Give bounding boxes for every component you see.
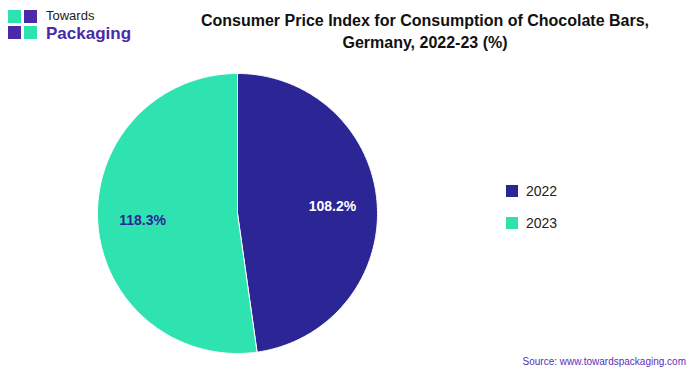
html-text:Source: www.towardspackaging.c: Source: www.towardspackaging.com: [522, 356, 686, 367]
html-text:Packaging: Packaging: [46, 24, 131, 43]
svg-text:118.3%: 118.3%: [119, 212, 166, 228]
html-text:Consumer Price Index for Consu: Consumer Price Index for Consumption of …: [201, 12, 649, 51]
html-text:Towards: Towards: [46, 8, 95, 23]
svg-text:108.2%: 108.2%: [309, 198, 357, 214]
html-text:2023: 2023: [526, 215, 558, 231]
html-text:2022: 2022: [526, 183, 558, 199]
